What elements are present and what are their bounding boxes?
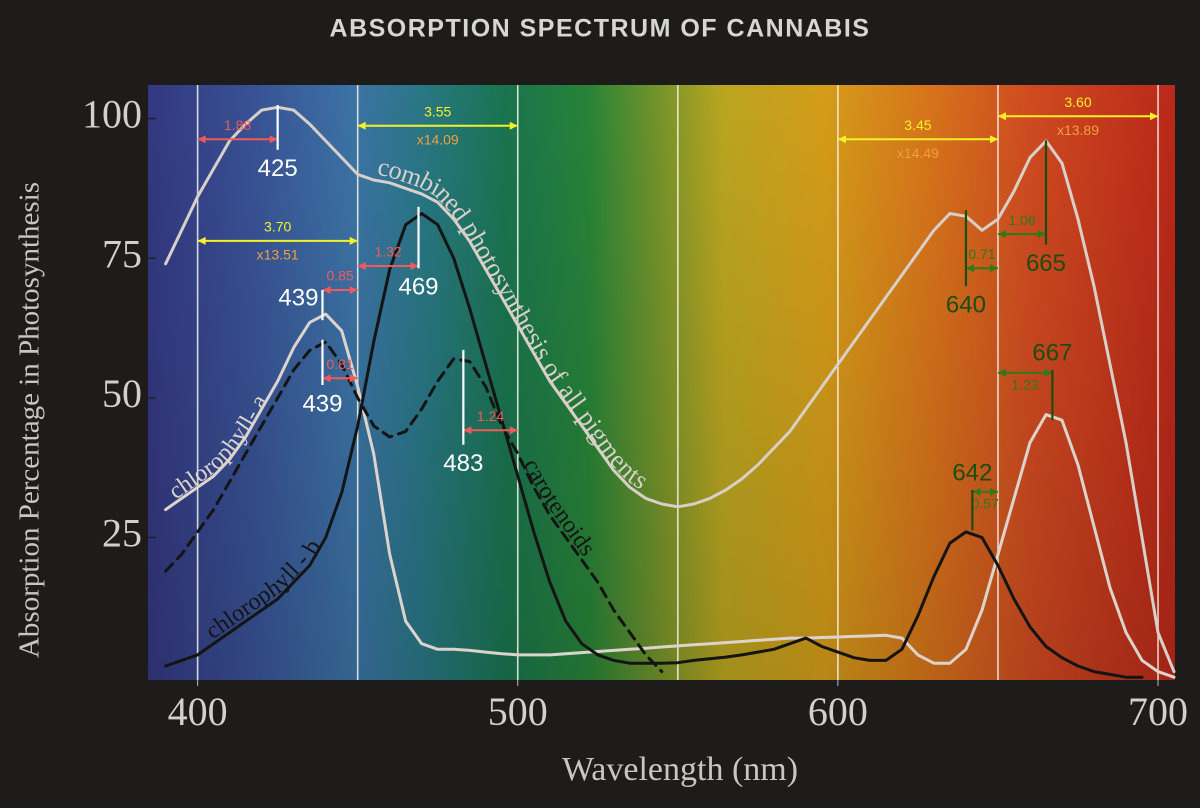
series-line <box>164 312 1176 679</box>
peak-label: 439 <box>278 284 318 311</box>
x-tick-label: 700 <box>1128 689 1188 734</box>
x-tick-label: 600 <box>808 689 868 734</box>
y-tick-label: 25 <box>102 511 142 556</box>
span-label: 1.06 <box>1008 212 1035 228</box>
span-sublabel: x14.49 <box>897 145 939 161</box>
peak-label: 469 <box>398 274 438 301</box>
peak-label: 425 <box>258 155 298 182</box>
peak-label: 665 <box>1026 250 1066 277</box>
span-label: 1.23 <box>1012 376 1039 392</box>
span-label: 3.60 <box>1064 94 1091 110</box>
peak-label: 667 <box>1032 339 1072 366</box>
span-label: 0.71 <box>968 246 995 262</box>
span-label: 1.88 <box>224 117 251 133</box>
peak-label: 642 <box>952 459 992 486</box>
peak-label: 439 <box>302 390 342 417</box>
span-label: 3.45 <box>904 117 931 133</box>
peak-label: 483 <box>443 450 483 477</box>
y-tick-label: 75 <box>102 231 142 276</box>
y-tick-label: 50 <box>102 371 142 416</box>
series-line <box>164 340 664 674</box>
span-arrowhead <box>322 286 358 295</box>
chart-title: ABSORPTION SPECTRUM OF CANNABIS <box>330 15 871 43</box>
span-label: 1.24 <box>477 408 504 424</box>
span-label: 3.70 <box>264 219 291 235</box>
y-axis-label: Absorption Percentage in Photosynthesis <box>14 182 46 658</box>
y-tick-label: 100 <box>82 92 142 137</box>
span-arrowhead <box>965 264 998 273</box>
span-sublabel: x14.09 <box>417 131 459 147</box>
span-label: 0.57 <box>972 495 999 511</box>
span-label: 0.81 <box>326 356 353 372</box>
span-arrowhead <box>322 374 358 383</box>
series-line <box>164 105 1176 674</box>
span-sublabel: x13.51 <box>257 247 299 263</box>
span-arrowhead <box>972 487 998 496</box>
span-sublabel: x13.89 <box>1057 122 1099 138</box>
x-axis-label: Wavelength (nm) <box>562 751 798 788</box>
span-label: 0.85 <box>326 268 353 284</box>
span-label: 1.32 <box>374 244 401 260</box>
peak-label: 640 <box>946 291 986 318</box>
x-tick-label: 400 <box>168 689 228 734</box>
x-tick-label: 500 <box>488 689 548 734</box>
span-label: 3.55 <box>424 103 451 119</box>
